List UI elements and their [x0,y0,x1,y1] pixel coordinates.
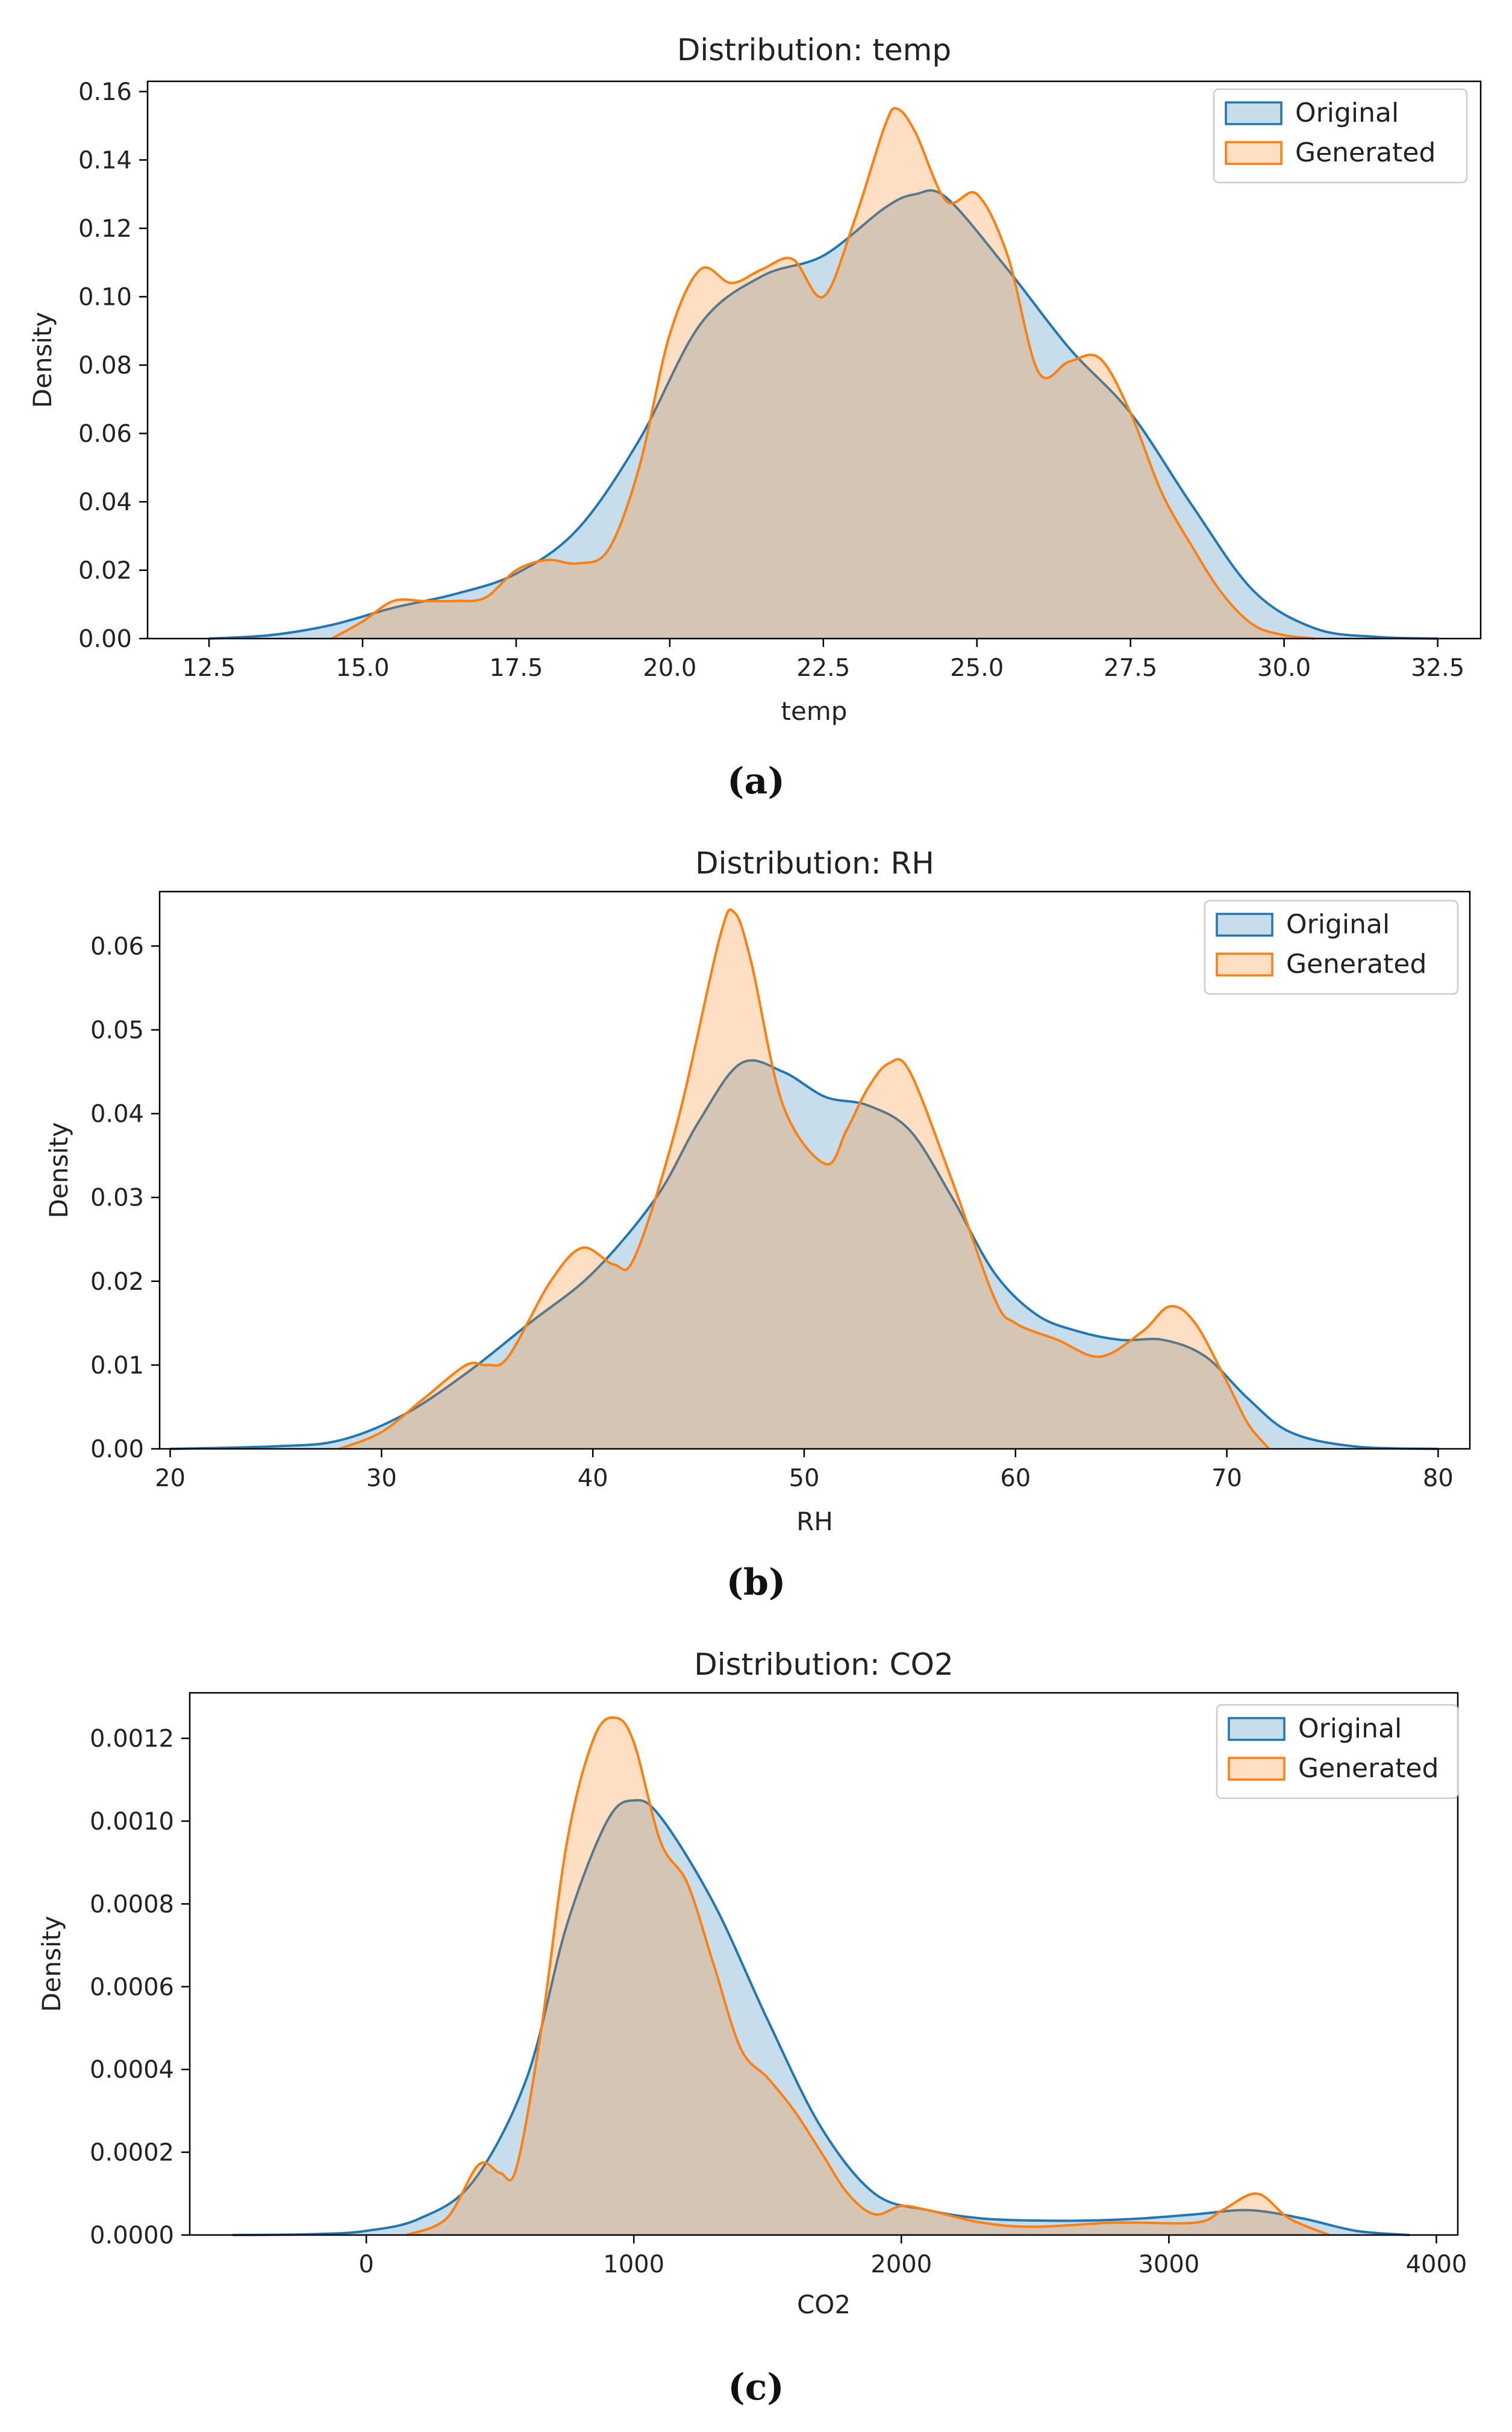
x-tick-label: 50 [789,1465,820,1492]
series-generated-line [405,1716,1330,2236]
legend-swatch-generated [1225,141,1282,165]
plot-frame [146,80,1482,640]
legend-swatch-original [1228,1717,1286,1741]
legend-swatch-generated [1228,1757,1286,1781]
x-tick-label: 70 [1211,1465,1242,1492]
y-tick-label: 0.10 [78,284,132,311]
y-tick-label: 0.06 [78,420,132,448]
y-tick-label: 0.02 [78,557,132,585]
y-tick-label: 0.0002 [90,2139,174,2167]
x-tick-label: 22.5 [796,654,850,682]
chart-temp: 12.5 15.0 17.5 20.0 22.5 25.0 27.5 30.0 32.5 0.00… [28,33,1482,726]
x-tick-label: 3000 [1138,2251,1199,2278]
chart-title: Distribution: temp [677,33,951,67]
x-tick-label: 40 [578,1465,608,1492]
plot-frame [189,1692,1459,2236]
y-tick-label: 0.00 [78,625,132,653]
legend-box [1204,899,1459,995]
series-original-area [170,1060,1439,1449]
chart-title: Distribution: RH [695,846,934,881]
x-tick-label: 25.0 [950,654,1004,682]
y-tick-label: 0.0008 [90,1890,174,1918]
x-axis-label: temp [781,696,848,726]
y-tick-label: 0.0004 [90,2056,174,2084]
legend-label-original: Original [1286,909,1390,940]
x-tick-label: 20.0 [643,654,696,682]
legend-box [1213,88,1468,184]
y-axis-label: Density [44,1122,73,1219]
y-tick-label: 0.02 [90,1268,144,1296]
y-tick-label: 0.05 [90,1017,144,1045]
series-generated-area [339,909,1269,1449]
series-original-area [233,1800,1410,2235]
x-tick-label: 0 [358,2251,373,2278]
x-tick-label: 12.5 [182,654,236,682]
x-tick-label: 2000 [870,2251,932,2278]
series-generated-area [331,108,1315,639]
series-generated-line [339,908,1270,1450]
chart-rh-figure: 20 30 40 50 60 70 80 0.00 0.01 0.02 0.03 0.04 0.05 0.… [0,813,1512,1578]
x-tick-label: 30 [366,1465,397,1492]
y-tick-label: 0.04 [90,1101,144,1128]
legend-label-generated: Generated [1298,1753,1439,1784]
y-tick-label: 0.00 [90,1436,144,1463]
y-tick-label: 0.06 [90,933,144,960]
legend-swatch-original [1225,101,1282,125]
x-tick-label: 30.0 [1257,654,1311,682]
legend-label-original: Original [1295,98,1399,128]
y-tick-label: 0.14 [78,147,132,175]
y-tick-label: 0.0000 [90,2222,174,2249]
caption-b: (b) [726,1561,786,1604]
y-tick-label: 0.12 [78,215,132,243]
x-tick-label: 80 [1423,1465,1454,1492]
caption-a: (a) [727,760,785,802]
y-tick-label: 0.08 [78,352,132,380]
x-tick-label: 1000 [603,2251,664,2278]
series-generated-area [406,1717,1329,2235]
y-tick-label: 0.03 [90,1184,144,1212]
x-axis-label: RH [796,1507,833,1536]
series-original-line [233,1799,1410,2236]
chart-temp-figure: 12.5 15.0 17.5 20.0 22.5 25.0 27.5 30.0 32.5 0.00… [0,0,1512,765]
y-tick-label: 0.04 [78,489,132,516]
chart-title: Distribution: CO2 [694,1647,954,1682]
y-tick-label: 0.0012 [90,1725,174,1753]
chart-co2-figure: 0 1000 2000 3000 4000 0.0000 0.0002 0.0004 0.000… [0,1615,1512,2380]
x-tick-label: 32.5 [1411,654,1464,682]
x-tick-label: 4000 [1406,2251,1467,2278]
caption-c: (c) [728,2366,784,2409]
chart-rh: 20 30 40 50 60 70 80 0.00 0.01 0.02 0.03 0.04 0.05 0.… [44,846,1471,1536]
series-original-line [170,1059,1439,1450]
legend-swatch-generated [1216,952,1273,977]
plot-frame [158,890,1471,1450]
legend-label-generated: Generated [1286,949,1426,980]
y-axis-label: Density [28,312,57,408]
x-tick-label: 15.0 [336,654,389,682]
y-axis-label: Density [37,1916,66,2012]
legend-label-generated: Generated [1295,137,1435,168]
x-tick-label: 60 [1000,1465,1031,1492]
y-tick-label: 0.16 [78,78,132,106]
legend-swatch-original [1216,913,1273,937]
legend-box [1216,1704,1459,1799]
y-tick-label: 0.0010 [90,1808,174,1836]
series-original-area [209,190,1438,639]
legend-label-original: Original [1298,1713,1402,1744]
series-original-line [208,189,1438,640]
x-tick-label: 20 [155,1465,186,1492]
chart-co2: 0 1000 2000 3000 4000 0.0000 0.0002 0.0004 0.000… [37,1647,1467,2319]
x-tick-label: 17.5 [489,654,543,682]
x-axis-label: CO2 [797,2290,851,2319]
y-tick-label: 0.01 [90,1352,144,1380]
y-tick-label: 0.0006 [90,1974,174,2001]
x-tick-label: 27.5 [1104,654,1157,682]
series-generated-line [331,107,1315,640]
